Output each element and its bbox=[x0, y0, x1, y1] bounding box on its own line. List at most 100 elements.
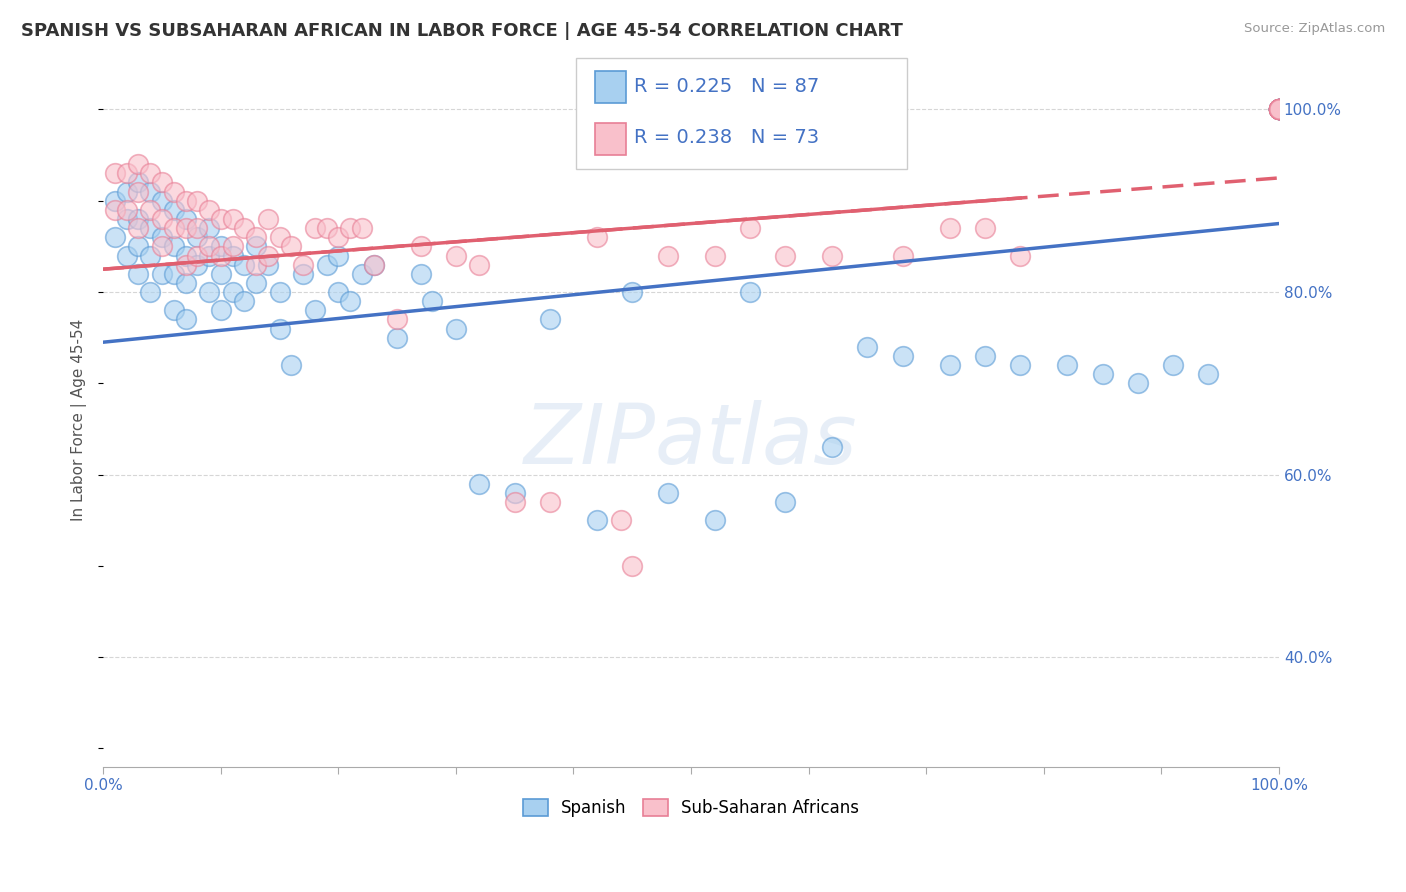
Point bbox=[1091, 367, 1114, 381]
Point bbox=[256, 258, 278, 272]
Point bbox=[221, 285, 243, 299]
Point bbox=[115, 212, 138, 227]
Point bbox=[174, 312, 197, 326]
Point bbox=[163, 267, 186, 281]
Point bbox=[163, 185, 186, 199]
Point bbox=[1268, 103, 1291, 117]
Point bbox=[315, 221, 337, 235]
Point bbox=[139, 221, 162, 235]
Point bbox=[221, 212, 243, 227]
Point bbox=[209, 303, 232, 318]
Point bbox=[233, 221, 256, 235]
Point bbox=[773, 495, 796, 509]
Point bbox=[409, 267, 432, 281]
Point bbox=[139, 185, 162, 199]
Point bbox=[328, 230, 350, 244]
Point bbox=[444, 321, 467, 335]
Point bbox=[198, 285, 221, 299]
Point bbox=[233, 258, 256, 272]
Point bbox=[104, 230, 127, 244]
Point bbox=[186, 248, 208, 262]
Point bbox=[586, 513, 609, 527]
Point bbox=[174, 194, 197, 208]
Y-axis label: In Labor Force | Age 45-54: In Labor Force | Age 45-54 bbox=[72, 318, 87, 521]
Point bbox=[209, 267, 232, 281]
Point bbox=[657, 485, 679, 500]
Point bbox=[198, 239, 221, 253]
Point bbox=[245, 230, 267, 244]
Point bbox=[139, 285, 162, 299]
Point bbox=[385, 331, 408, 345]
Point bbox=[139, 202, 162, 217]
Point bbox=[150, 212, 173, 227]
Point bbox=[1268, 103, 1291, 117]
Point bbox=[621, 285, 644, 299]
Point bbox=[703, 248, 725, 262]
Point bbox=[339, 294, 361, 309]
Point bbox=[163, 239, 186, 253]
Point bbox=[1268, 103, 1291, 117]
Point bbox=[821, 248, 844, 262]
Point bbox=[127, 185, 149, 199]
Text: ZIPatlas: ZIPatlas bbox=[524, 401, 858, 481]
Point bbox=[1268, 103, 1291, 117]
Point bbox=[104, 194, 127, 208]
Text: Source: ZipAtlas.com: Source: ZipAtlas.com bbox=[1244, 22, 1385, 36]
Point bbox=[856, 340, 879, 354]
Point bbox=[363, 258, 385, 272]
Point bbox=[503, 495, 526, 509]
Point bbox=[269, 321, 291, 335]
Point bbox=[1056, 358, 1078, 372]
Point bbox=[292, 258, 315, 272]
Point bbox=[127, 212, 149, 227]
Point bbox=[444, 248, 467, 262]
Point bbox=[209, 212, 232, 227]
Point bbox=[363, 258, 385, 272]
Point bbox=[1268, 103, 1291, 117]
Point bbox=[280, 358, 302, 372]
Point bbox=[974, 221, 997, 235]
Legend: Spanish, Sub-Saharan Africans: Spanish, Sub-Saharan Africans bbox=[516, 793, 866, 824]
Point bbox=[821, 440, 844, 454]
Point bbox=[328, 248, 350, 262]
Point bbox=[409, 239, 432, 253]
Point bbox=[233, 294, 256, 309]
Point bbox=[1268, 103, 1291, 117]
Point bbox=[221, 239, 243, 253]
Point bbox=[198, 248, 221, 262]
Point bbox=[174, 212, 197, 227]
Point bbox=[385, 312, 408, 326]
Point bbox=[304, 303, 326, 318]
Text: SPANISH VS SUBSAHARAN AFRICAN IN LABOR FORCE | AGE 45-54 CORRELATION CHART: SPANISH VS SUBSAHARAN AFRICAN IN LABOR F… bbox=[21, 22, 903, 40]
Point bbox=[1268, 103, 1291, 117]
Point bbox=[127, 239, 149, 253]
Point bbox=[703, 513, 725, 527]
Point bbox=[468, 476, 491, 491]
Point bbox=[586, 230, 609, 244]
Point bbox=[139, 166, 162, 180]
Point bbox=[245, 258, 267, 272]
Point bbox=[269, 285, 291, 299]
Point bbox=[186, 194, 208, 208]
Point bbox=[186, 230, 208, 244]
Point bbox=[127, 221, 149, 235]
Point bbox=[139, 248, 162, 262]
Point bbox=[1268, 103, 1291, 117]
Point bbox=[163, 221, 186, 235]
Point bbox=[292, 267, 315, 281]
Point bbox=[422, 294, 444, 309]
Point bbox=[269, 230, 291, 244]
Point bbox=[657, 248, 679, 262]
Point bbox=[468, 258, 491, 272]
Point bbox=[104, 202, 127, 217]
Point bbox=[245, 239, 267, 253]
Point bbox=[938, 221, 960, 235]
Point bbox=[1268, 103, 1291, 117]
Point bbox=[1268, 103, 1291, 117]
Point bbox=[1268, 103, 1291, 117]
Point bbox=[891, 349, 914, 363]
Point bbox=[127, 176, 149, 190]
Point bbox=[115, 202, 138, 217]
Point bbox=[280, 239, 302, 253]
Point bbox=[1126, 376, 1149, 391]
